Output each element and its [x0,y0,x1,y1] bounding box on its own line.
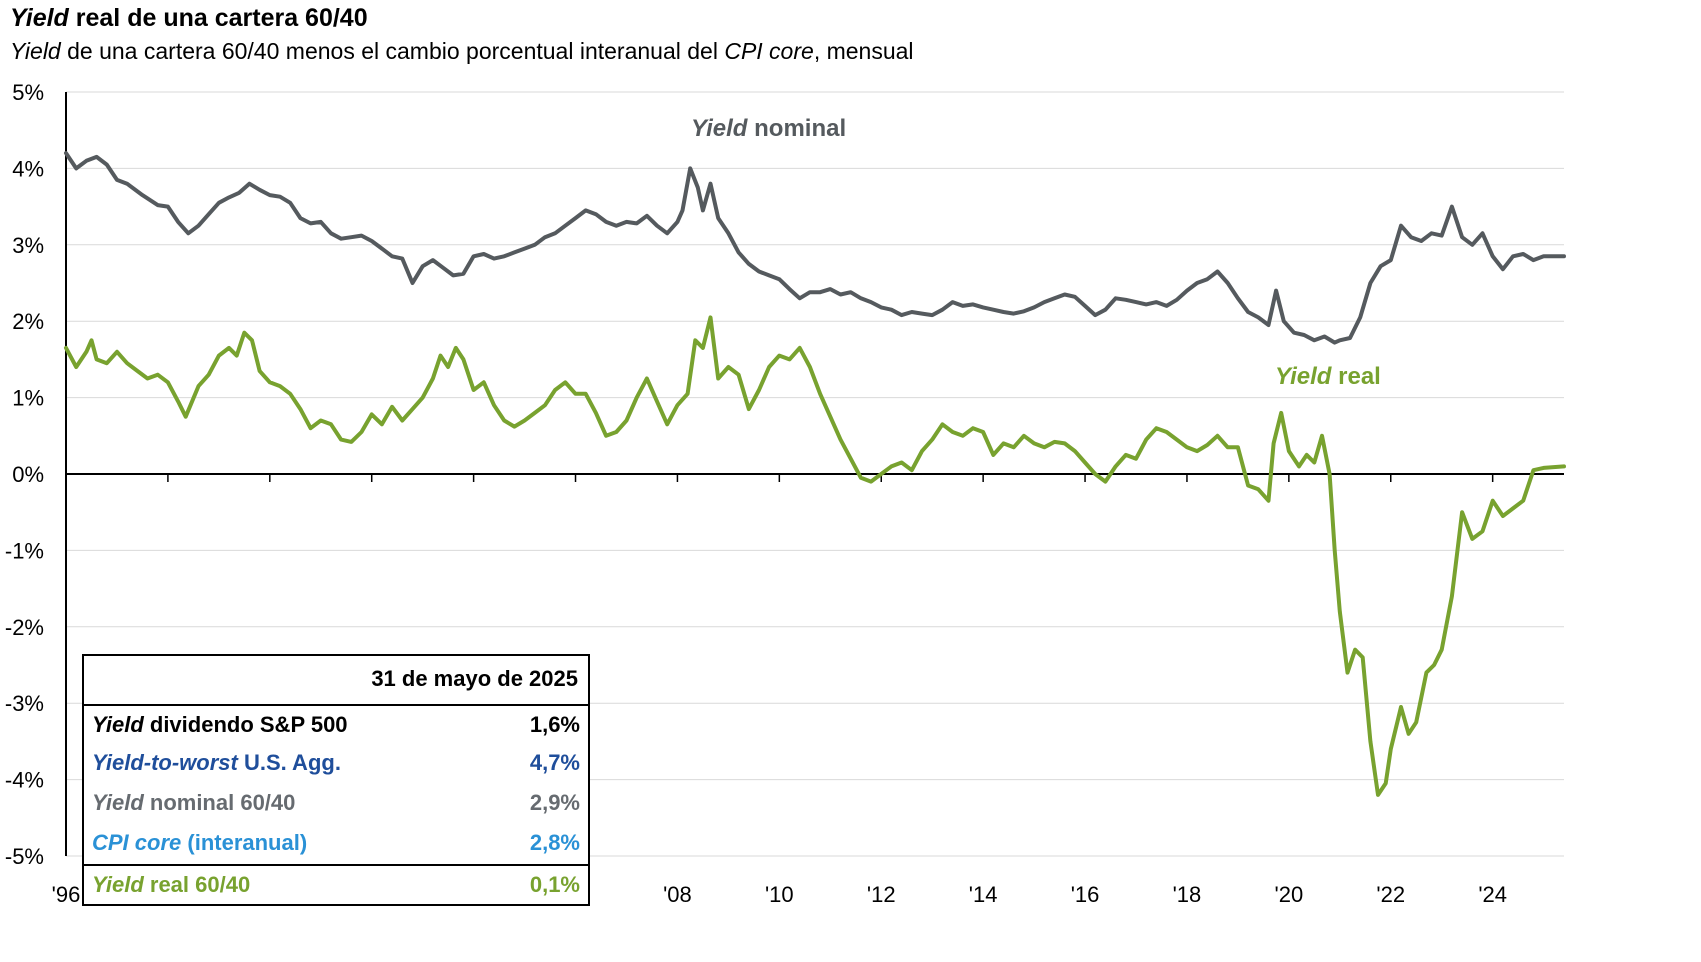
legend-row-agg: Yield-to-worst U.S. Agg. 4,7% [92,750,580,775]
y-tick-label: 1% [12,386,44,411]
x-tick-label: '22 [1376,882,1405,907]
x-tick-label: '18 [1173,882,1202,907]
y-tick-label: 3% [12,233,44,258]
legend-row-nominal: Yield nominal 60/40 2,9% [92,790,580,815]
series-label-real: Yield real [1275,363,1381,390]
y-tick-label: 4% [12,156,44,181]
legend-divider-bottom [84,864,588,866]
series-line-real [64,315,1566,797]
y-tick-label: -4% [5,768,44,793]
chart-title: Yield real de una cartera 60/40 [10,4,368,32]
chart-subtitle: Yield de una cartera 60/40 menos el camb… [10,38,914,64]
series-label-nominal: Yield nominal [691,115,846,142]
x-tick-label: '10 [765,882,794,907]
y-tick-label: -5% [5,844,44,869]
y-tick-label: 0% [12,462,44,487]
y-tick-label: 5% [12,80,44,105]
legend-date: 31 de mayo de 2025 [371,666,578,691]
y-tick-label: -2% [5,615,44,640]
x-tick-label: '08 [663,882,692,907]
y-tick-label: 2% [12,309,44,334]
x-tick-label: '14 [969,882,998,907]
x-tick-label: '24 [1478,882,1507,907]
x-tick-label: '96 [52,882,81,907]
x-tick-label: '12 [867,882,896,907]
legend-row-real: Yield real 60/40 0,1% [92,872,580,897]
legend-divider [84,704,588,706]
x-tick-label: '20 [1275,882,1304,907]
legend-row-cpi: CPI core (interanual) 2,8% [92,830,580,855]
y-tick-label: -3% [5,691,44,716]
legend-table: 31 de mayo de 2025 Yield dividendo S&P 5… [82,654,590,906]
x-tick-label: '16 [1071,882,1100,907]
y-tick-label: -1% [5,538,44,563]
series-line-nominal [64,151,1566,345]
legend-row-sp500: Yield dividendo S&P 500 1,6% [92,712,580,737]
